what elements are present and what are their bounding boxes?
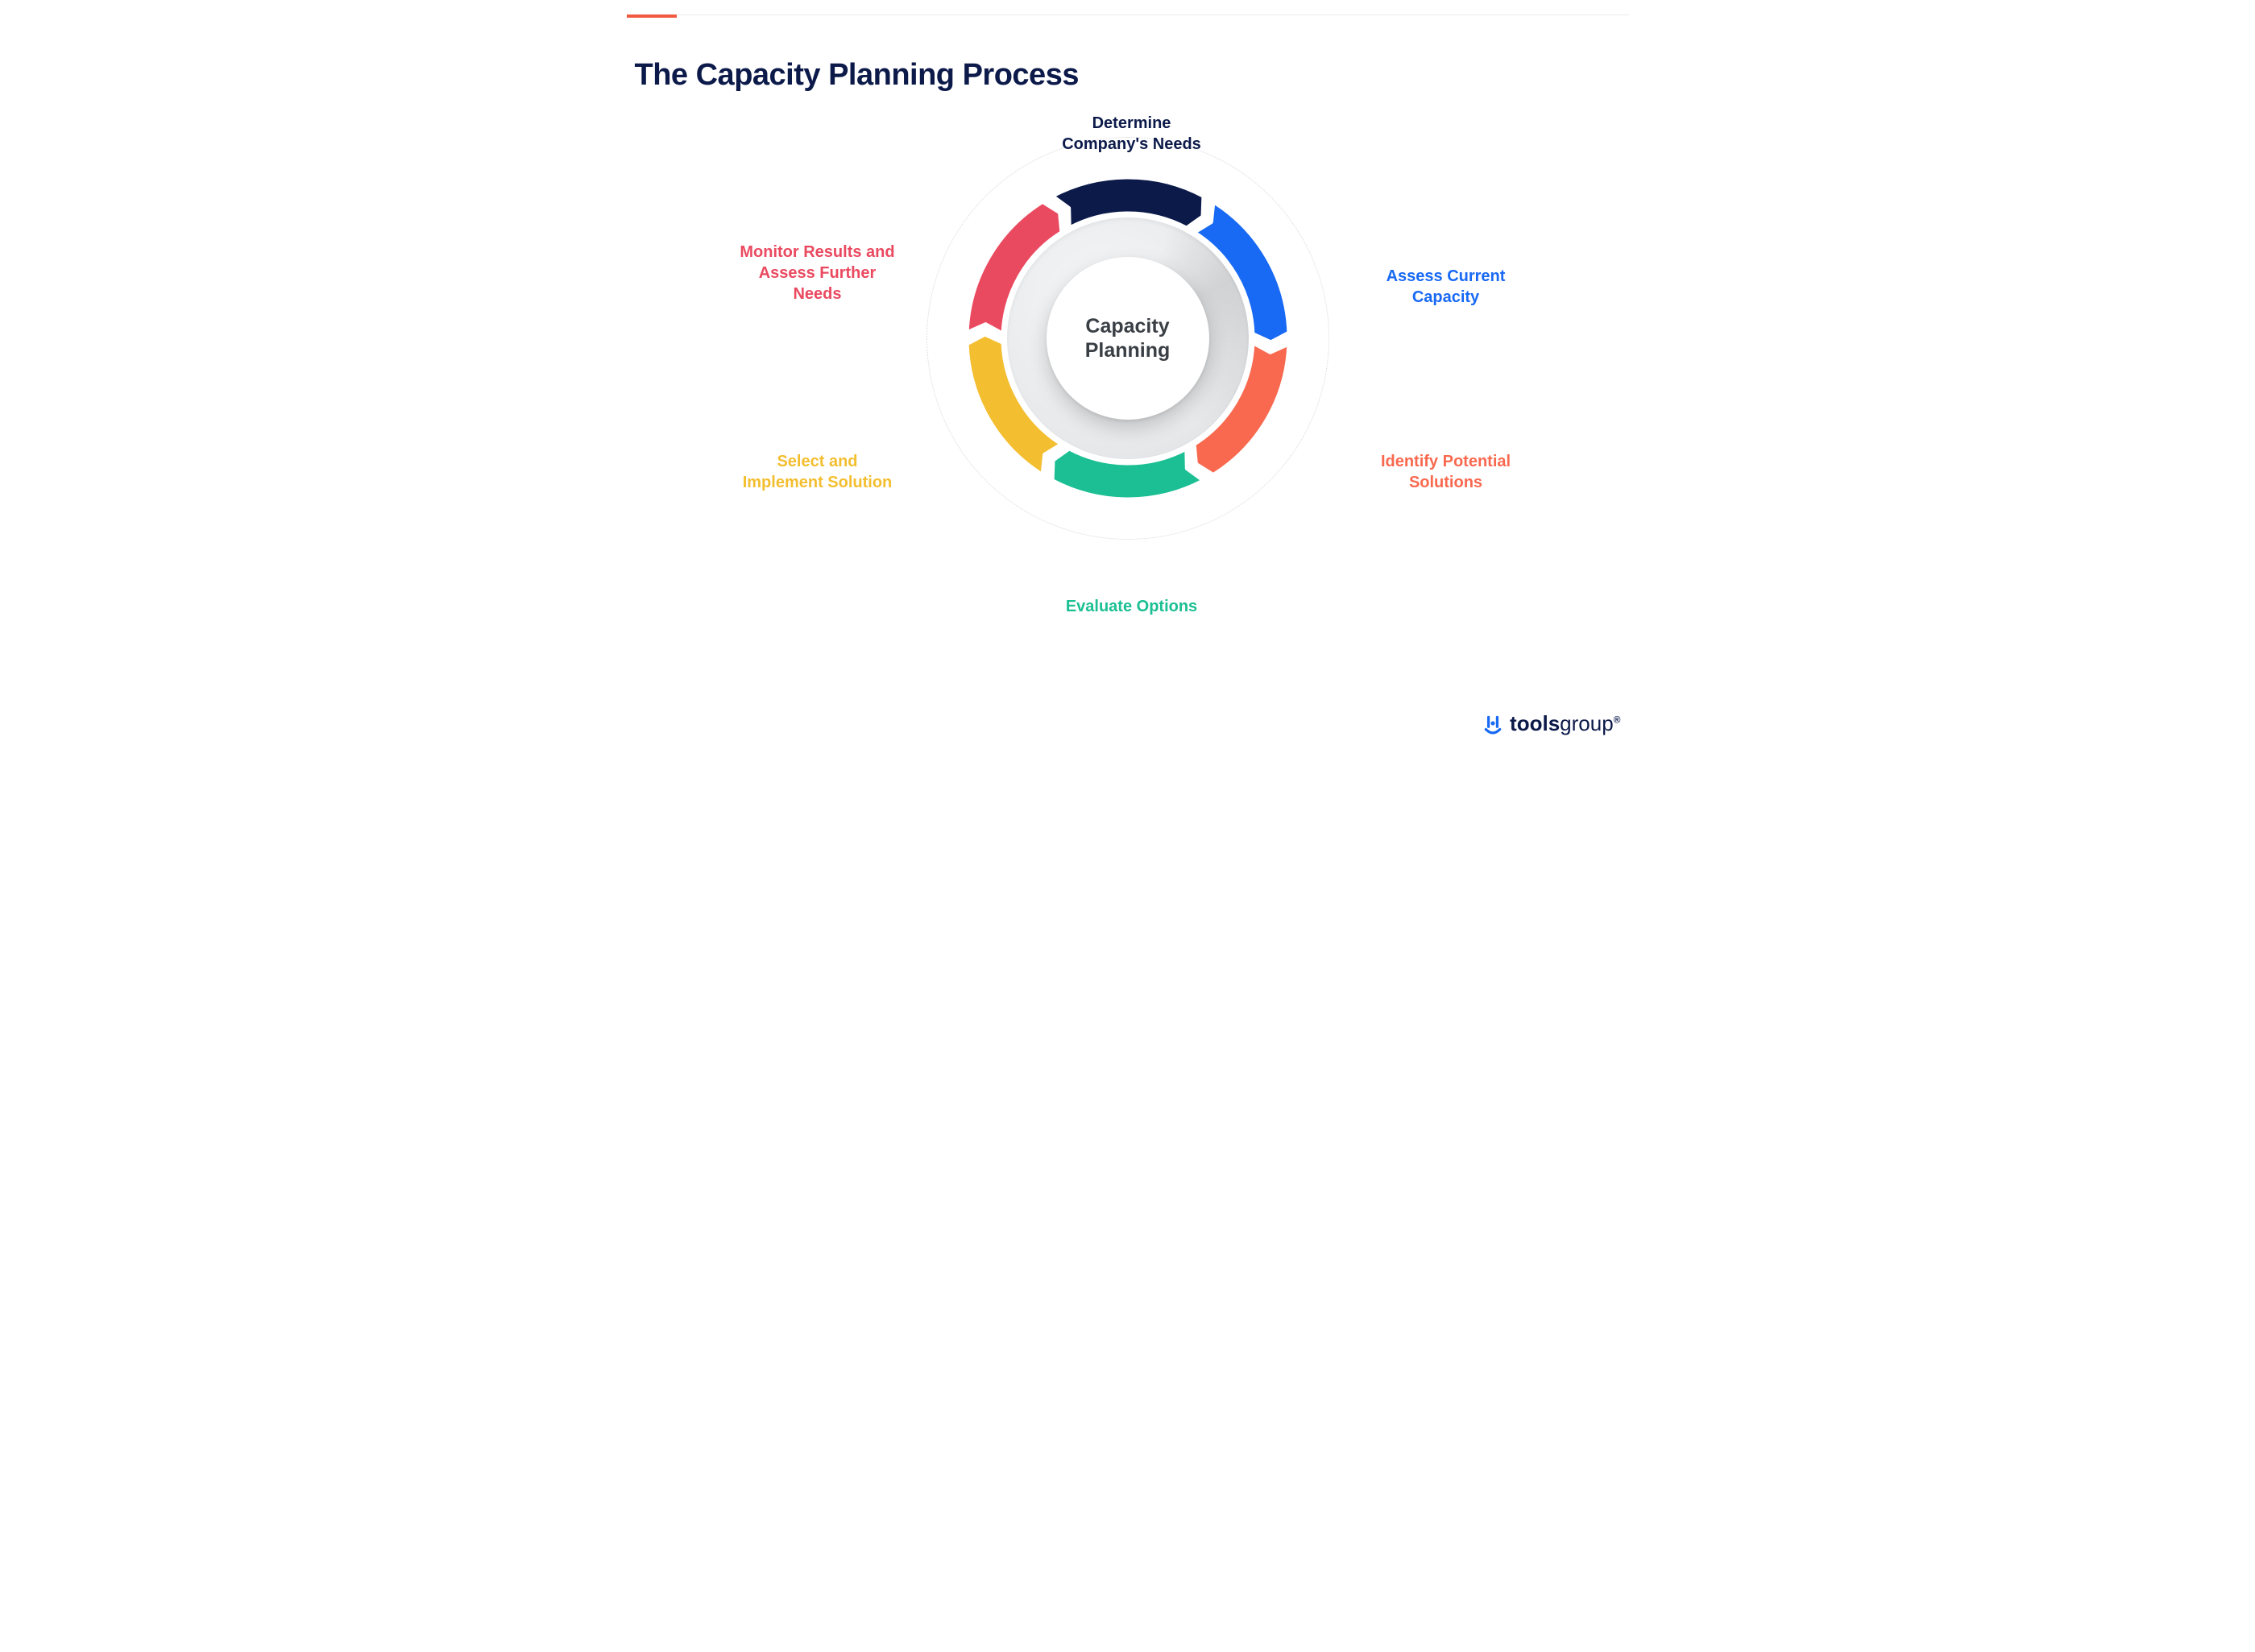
process-diagram: Capacity Planning Determine Company's Ne…: [741, 129, 1515, 677]
accent-bar: [627, 14, 677, 18]
page-title: The Capacity Planning Process: [635, 58, 1079, 93]
brand-text-light: group: [1560, 711, 1614, 735]
segment-ring: Capacity Planning: [959, 169, 1297, 507]
step-label: Assess Current Capacity: [1362, 266, 1531, 308]
brand-logo: toolsgroup®: [1482, 711, 1620, 736]
step-label: Determine Company's Needs: [1047, 113, 1217, 155]
center-disc-inner: Capacity Planning: [1047, 257, 1209, 420]
step-label: Select and Implement Solution: [733, 451, 902, 493]
step-label: Monitor Results and Assess Further Needs: [733, 242, 902, 304]
brand-text-bold: tools: [1510, 711, 1560, 735]
center-label: Capacity Planning: [1047, 314, 1209, 362]
step-label: Identify Potential Solutions: [1362, 451, 1531, 493]
step-label: Evaluate Options: [1047, 596, 1217, 617]
brand-registered-icon: ®: [1614, 714, 1621, 725]
page: The Capacity Planning Process Capacity P…: [612, 0, 1644, 756]
brand-mark-icon: [1482, 714, 1503, 735]
top-divider: [627, 14, 1629, 15]
